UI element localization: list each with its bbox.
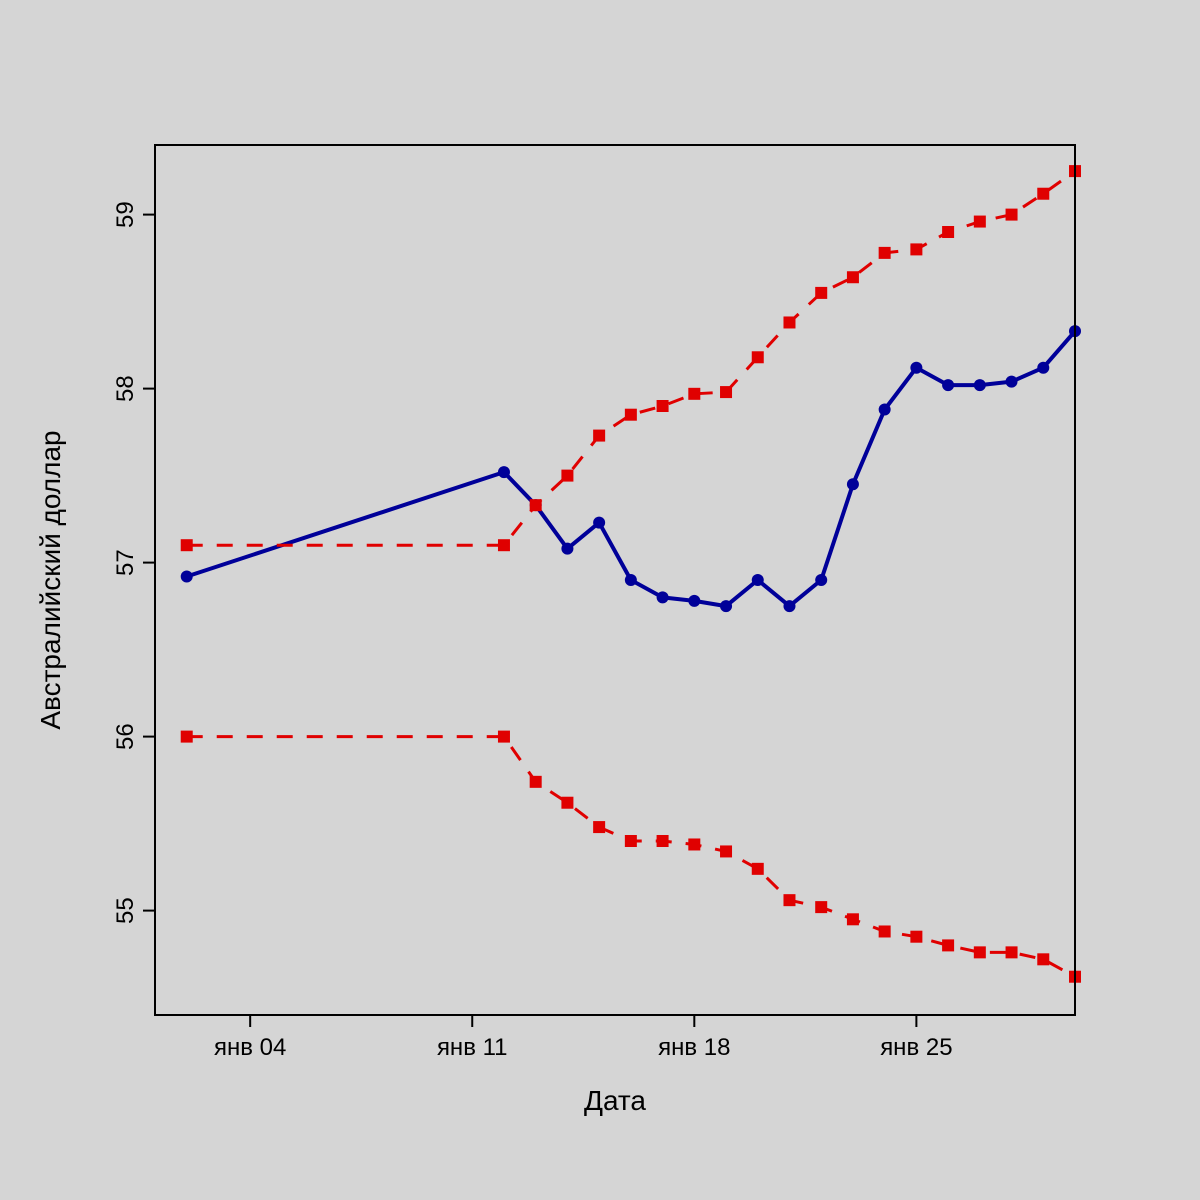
series-marker-lower_band [974,946,986,958]
series-marker-upper_band [688,388,700,400]
series-marker-lower_band [181,731,193,743]
series-marker-upper_band [783,316,795,328]
series-marker-actual [815,574,827,586]
chart-container: 55 56 57 58 59 янв 04 янв 11 янв 18 янв 25 Дата Ав… [0,0,1200,1200]
x-tick-label: янв 18 [658,1034,730,1061]
series-marker-actual [1006,376,1018,388]
series-marker-upper_band [942,226,954,238]
y-tick-label: 59 [112,201,139,228]
series-marker-upper_band [1006,209,1018,221]
series-marker-actual [1037,362,1049,374]
series-marker-lower_band [1006,946,1018,958]
series-marker-actual [720,600,732,612]
series-marker-lower_band [625,835,637,847]
series-marker-lower_band [657,835,669,847]
series-marker-upper_band [625,409,637,421]
series-marker-actual [974,379,986,391]
series-marker-lower_band [498,731,510,743]
x-tick-label: янв 25 [880,1034,952,1061]
series-marker-actual [942,379,954,391]
y-tick-label: 56 [112,723,139,750]
series-marker-upper_band [910,243,922,255]
series-marker-upper_band [561,470,573,482]
series-marker-upper_band [752,351,764,363]
x-tick-label: янв 11 [437,1034,508,1061]
series-marker-upper_band [720,386,732,398]
y-tick-label: 55 [112,897,139,924]
y-tick-label: 57 [112,549,139,576]
series-marker-lower_band [1037,953,1049,965]
series-marker-upper_band [530,499,542,511]
series-marker-lower_band [530,776,542,788]
series-marker-upper_band [593,430,605,442]
series-marker-actual [879,403,891,415]
x-axis-label: Дата [584,1085,646,1116]
series-marker-actual [752,574,764,586]
series-marker-actual [783,600,795,612]
series-marker-actual [561,543,573,555]
series-marker-actual [593,517,605,529]
series-marker-actual [688,595,700,607]
y-axis-label: Австралийский доллар [35,430,66,729]
series-marker-lower_band [752,863,764,875]
series-marker-lower_band [815,901,827,913]
series-marker-lower_band [688,838,700,850]
y-tick-label: 58 [112,375,139,402]
series-marker-lower_band [593,821,605,833]
series-marker-upper_band [657,400,669,412]
series-marker-actual [657,591,669,603]
line-chart: 55 56 57 58 59 янв 04 янв 11 янв 18 янв 25 Дата Ав… [0,0,1200,1200]
series-marker-upper_band [181,539,193,551]
series-marker-lower_band [879,925,891,937]
series-marker-actual [498,466,510,478]
series-marker-lower_band [942,939,954,951]
series-marker-upper_band [1037,188,1049,200]
series-marker-actual [181,571,193,583]
series-marker-actual [847,478,859,490]
series-marker-actual [625,574,637,586]
series-marker-lower_band [783,894,795,906]
series-marker-lower_band [910,931,922,943]
series-marker-upper_band [879,247,891,259]
series-marker-lower_band [847,913,859,925]
series-marker-lower_band [720,845,732,857]
series-marker-upper_band [847,271,859,283]
series-marker-upper_band [974,216,986,228]
series-marker-upper_band [815,287,827,299]
series-marker-actual [910,362,922,374]
x-tick-label: янв 04 [214,1034,286,1061]
series-marker-lower_band [561,797,573,809]
series-marker-upper_band [498,539,510,551]
